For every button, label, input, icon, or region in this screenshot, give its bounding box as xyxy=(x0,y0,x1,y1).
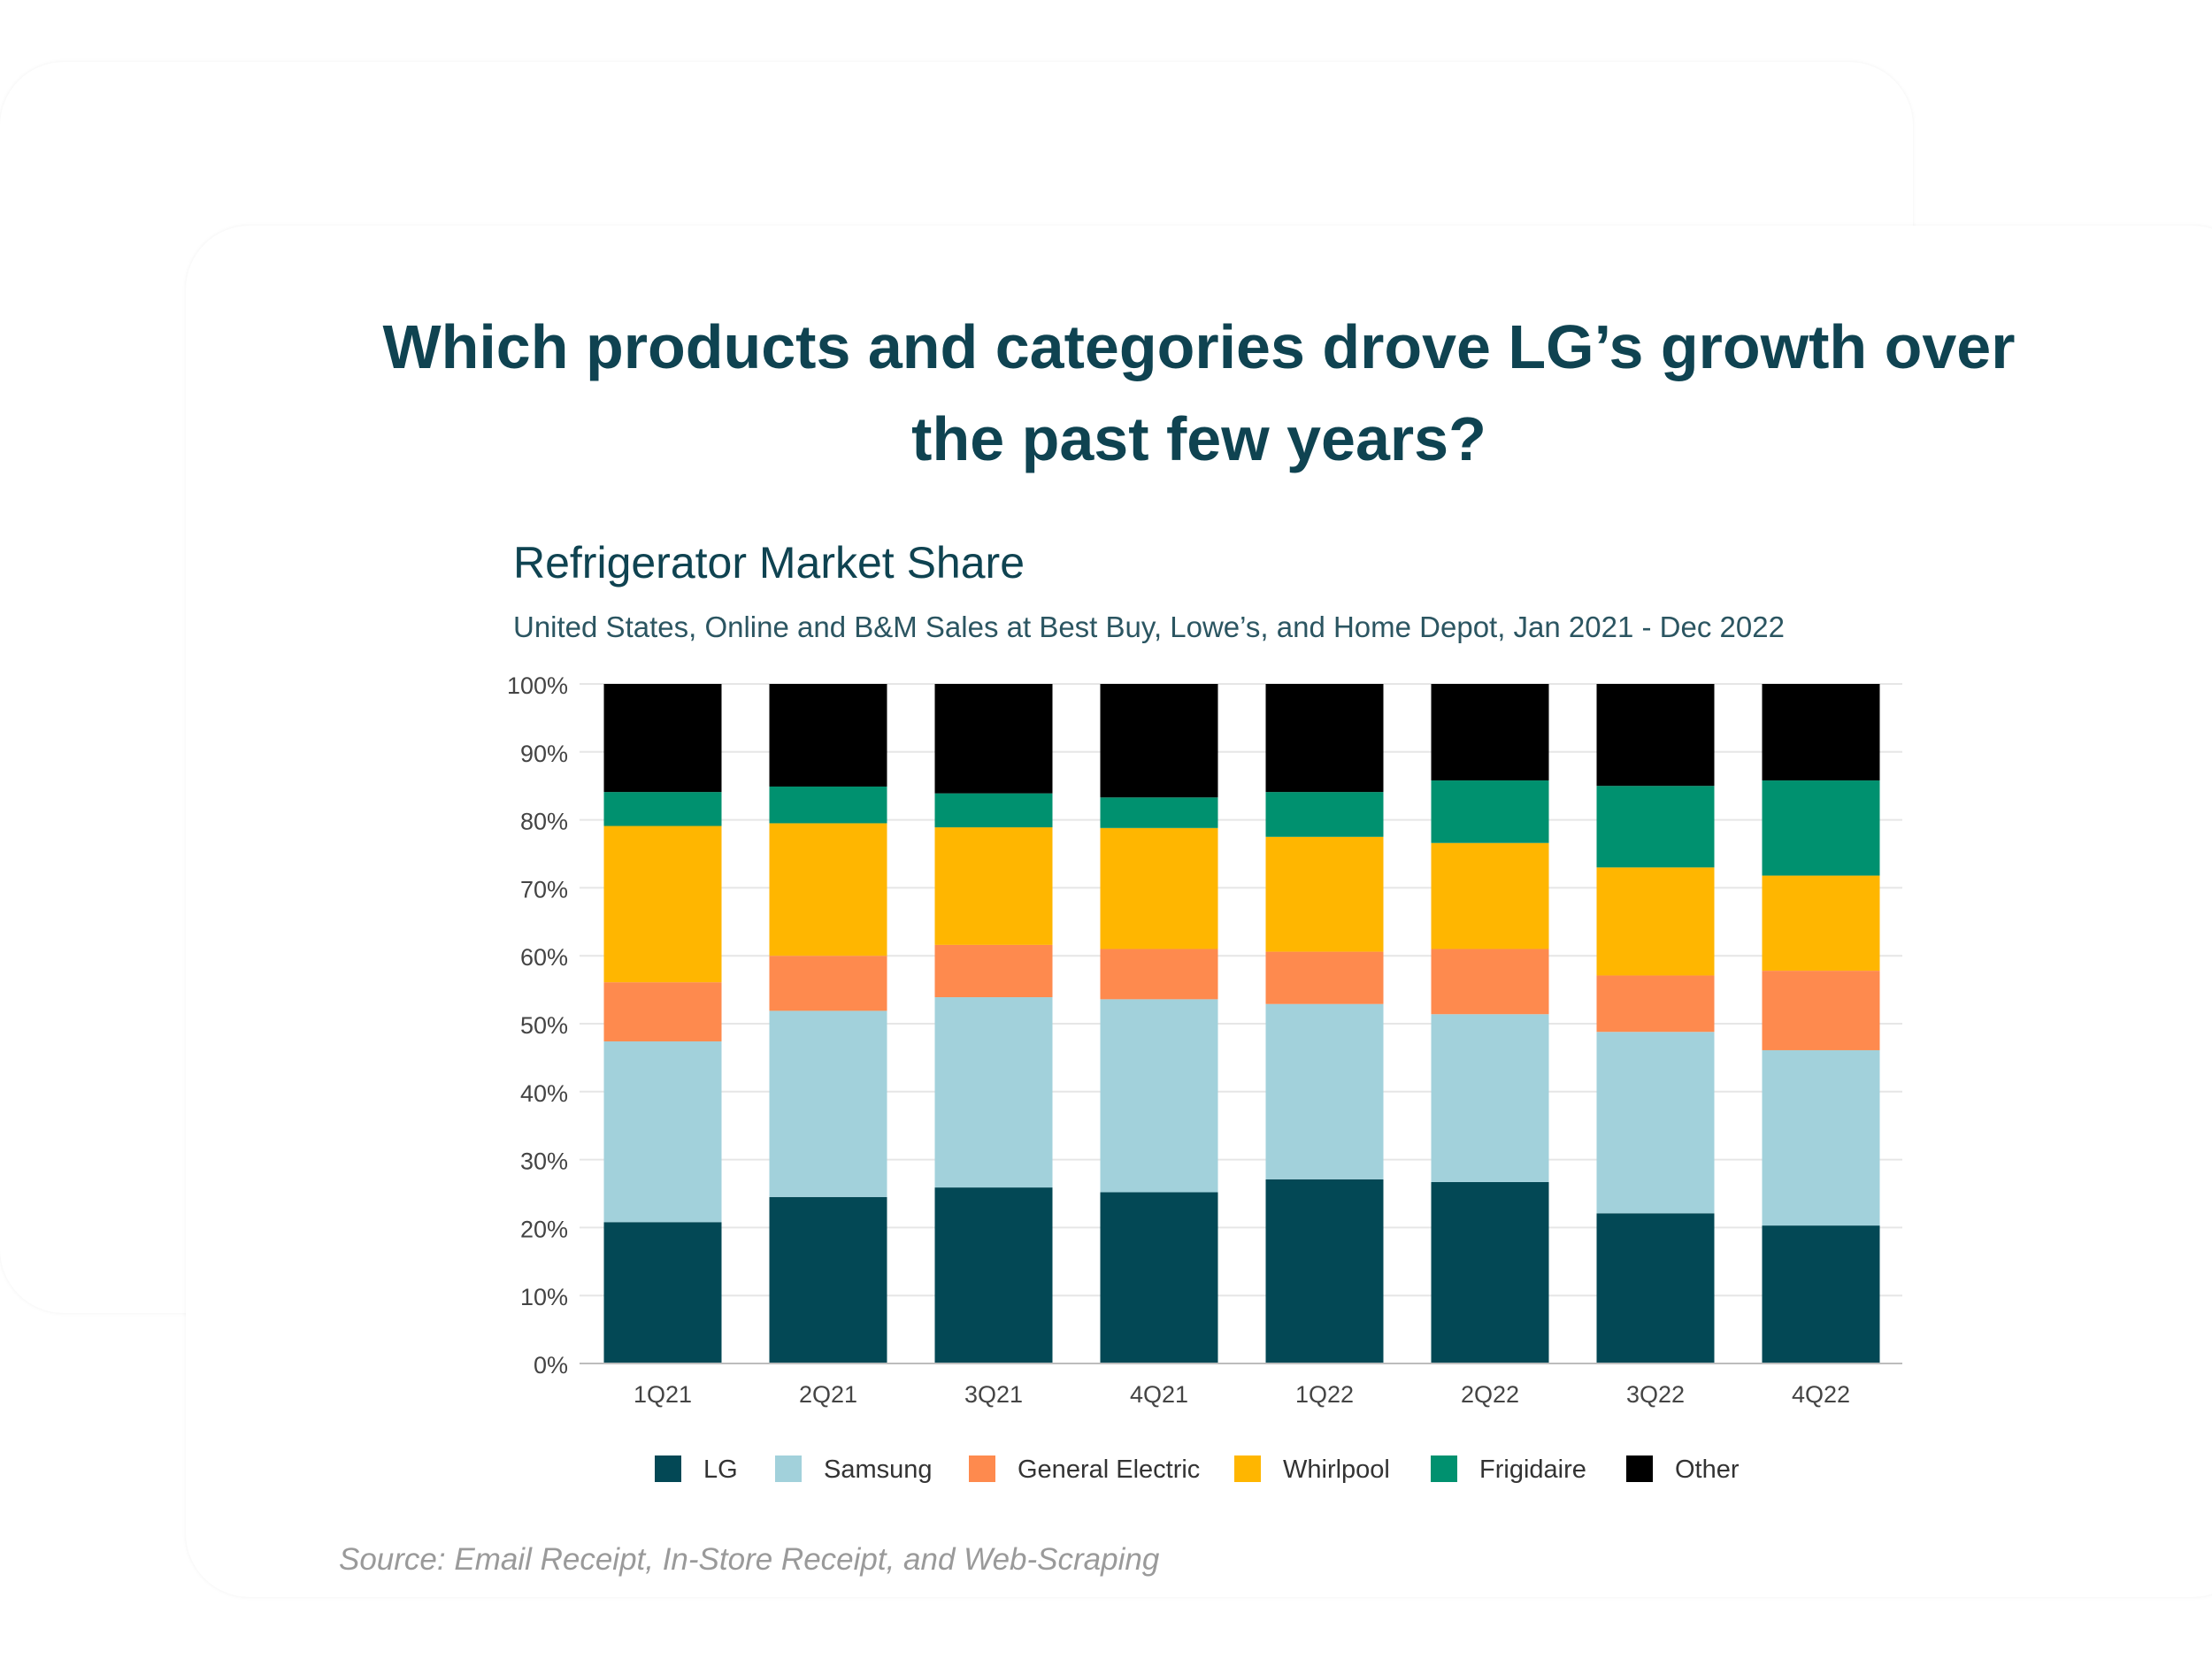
y-tick-label: 10% xyxy=(520,1284,568,1310)
bar-segment-whirlpool xyxy=(1100,827,1218,949)
x-tick-label: 3Q21 xyxy=(964,1381,1023,1408)
legend-swatch xyxy=(1626,1455,1653,1482)
y-tick-label: 60% xyxy=(520,944,568,971)
bar-segment-whirlpool xyxy=(1762,875,1880,972)
bar-segment-lg xyxy=(1265,1179,1384,1363)
bar-segment-samsung xyxy=(1100,999,1218,1193)
y-tick-label: 100% xyxy=(507,672,568,699)
chart-subtitle: United States, Online and B&M Sales at B… xyxy=(513,611,1785,643)
legend-label: General Electric xyxy=(1018,1455,1200,1484)
legend-label: Samsung xyxy=(824,1455,933,1484)
bar-segment-lg xyxy=(1431,1181,1549,1363)
page-headline: Which products and categories drove LG’s… xyxy=(382,312,2016,473)
legend-swatch xyxy=(1234,1455,1261,1482)
bar-segment-frigidaire xyxy=(1100,797,1218,828)
bar-segment-lg xyxy=(769,1196,887,1363)
bar-segment-general-electric xyxy=(1100,949,1218,1000)
y-tick-label: 20% xyxy=(520,1216,568,1242)
y-tick-label: 30% xyxy=(520,1148,568,1175)
bar-segment-other xyxy=(934,684,1053,794)
bar-segment-frigidaire xyxy=(1265,792,1384,837)
legend-swatch xyxy=(655,1455,681,1482)
bar-segment-general-electric xyxy=(1596,975,1715,1033)
bar-segment-lg xyxy=(1596,1213,1715,1363)
x-tick-label: 4Q22 xyxy=(1792,1381,1850,1408)
bar-segment-lg xyxy=(1762,1225,1880,1363)
bar-segment-frigidaire xyxy=(603,792,722,826)
bar-segment-samsung xyxy=(1431,1014,1549,1182)
legend-swatch xyxy=(969,1455,995,1482)
source-note: Source: Email Receipt, In-Store Receipt,… xyxy=(339,1542,1160,1577)
bar-segment-samsung xyxy=(934,997,1053,1188)
y-tick-label: 70% xyxy=(520,876,568,902)
bar-segment-samsung xyxy=(1596,1032,1715,1214)
bar-segment-whirlpool xyxy=(603,826,722,983)
bar-segment-other xyxy=(1762,684,1880,781)
bar-segment-samsung xyxy=(1762,1049,1880,1226)
bar-segment-whirlpool xyxy=(934,827,1053,945)
chart-title: Refrigerator Market Share xyxy=(513,538,1025,588)
bar-segment-samsung xyxy=(603,1041,722,1223)
bar-segment-other xyxy=(1596,684,1715,787)
x-tick-label: 3Q22 xyxy=(1626,1381,1685,1408)
bar-segment-samsung xyxy=(769,1010,887,1197)
bar-segment-general-electric xyxy=(603,982,722,1041)
legend-label: Other xyxy=(1675,1455,1740,1484)
bar-segment-general-electric xyxy=(1265,951,1384,1004)
legend-label: Frigidaire xyxy=(1479,1455,1586,1484)
bar-segment-lg xyxy=(603,1222,722,1363)
bar-segment-other xyxy=(769,684,887,787)
bar-segment-whirlpool xyxy=(1596,867,1715,976)
bar-segment-other xyxy=(1265,684,1384,793)
bar-segment-whirlpool xyxy=(1431,842,1549,949)
y-tick-label: 0% xyxy=(534,1352,568,1379)
bar-segment-general-electric xyxy=(1762,971,1880,1050)
bar-segment-lg xyxy=(934,1187,1053,1363)
legend-label: LG xyxy=(703,1455,738,1484)
bar-segment-general-electric xyxy=(1431,949,1549,1015)
bar-segment-frigidaire xyxy=(1596,786,1715,868)
bar-segment-lg xyxy=(1100,1192,1218,1363)
bar-segment-frigidaire xyxy=(769,786,887,824)
x-tick-label: 2Q21 xyxy=(799,1381,857,1408)
x-tick-label: 2Q22 xyxy=(1461,1381,1519,1408)
x-tick-label: 1Q22 xyxy=(1295,1381,1354,1408)
legend-swatch xyxy=(1431,1455,1457,1482)
legend: LG Samsung General Electric Whirlpool Frigid… xyxy=(655,1455,1740,1484)
bar-segment-other xyxy=(1100,684,1218,798)
bar-segment-frigidaire xyxy=(934,793,1053,828)
bar-segment-samsung xyxy=(1265,1003,1384,1179)
bar-segment-frigidaire xyxy=(1431,780,1549,843)
bar-segment-other xyxy=(1431,684,1549,781)
bars xyxy=(603,684,1880,1363)
axes: 0% 10% 20% 30% 40% 50% 60% 70% 80% 90% 100% 1Q21 2Q2… xyxy=(507,672,1902,1408)
bar-segment-general-electric xyxy=(769,956,887,1011)
bar-segment-whirlpool xyxy=(769,823,887,956)
bar-segment-general-electric xyxy=(934,944,1053,998)
legend-label: Whirlpool xyxy=(1283,1455,1390,1484)
legend-swatch xyxy=(775,1455,802,1482)
y-tick-label: 90% xyxy=(520,741,568,767)
bar-segment-other xyxy=(603,684,722,793)
y-tick-label: 50% xyxy=(520,1012,568,1039)
y-tick-label: 80% xyxy=(520,809,568,835)
x-tick-label: 4Q21 xyxy=(1130,1381,1188,1408)
x-tick-label: 1Q21 xyxy=(634,1381,692,1408)
bar-segment-whirlpool xyxy=(1265,836,1384,952)
bar-segment-frigidaire xyxy=(1762,780,1880,876)
y-tick-label: 40% xyxy=(520,1080,568,1107)
